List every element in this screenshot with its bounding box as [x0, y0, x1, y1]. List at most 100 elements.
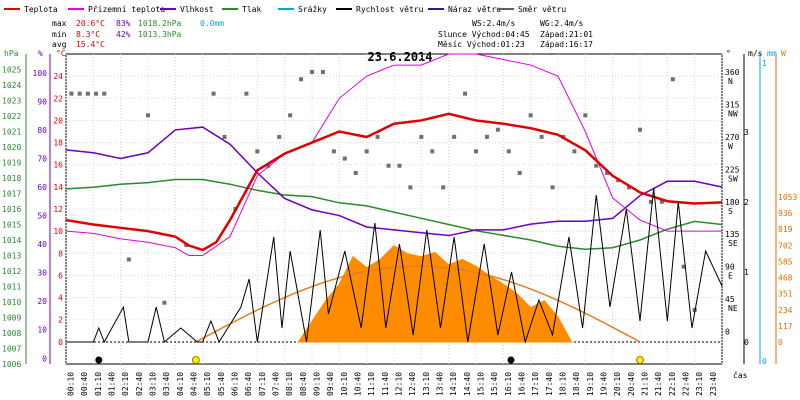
x-tick: 20:10: [613, 372, 622, 396]
x-tick: 20:40: [627, 372, 636, 396]
wind-direction-point: [463, 91, 468, 96]
y-tick-temp: 8: [58, 249, 63, 258]
y-tick-hpa: 1011: [2, 283, 21, 292]
y-tick-pct: 60: [37, 183, 47, 192]
y-tick-hpa: 1007: [2, 345, 21, 354]
wind-direction-point: [277, 134, 282, 139]
x-tick: 18:40: [572, 372, 581, 396]
y-tick-pct: 20: [37, 297, 47, 306]
y-tick-temp: 4: [58, 294, 63, 303]
y-tick-dir: 45: [725, 295, 735, 304]
y-tick-dir: 315: [725, 100, 740, 109]
y-tick-temp: 18: [53, 139, 63, 148]
y-tick-pct: 100: [33, 69, 48, 78]
legend-label: Teplota: [24, 5, 58, 14]
stats-max-rain: 0.0mm: [200, 19, 224, 28]
x-tick: 23:40: [709, 372, 718, 396]
y-tick-hpa: 1012: [2, 267, 21, 276]
y-tick-temp: 14: [53, 183, 63, 192]
x-tick: 07:10: [258, 372, 267, 396]
x-tick: 08:10: [285, 372, 294, 396]
stats-max-press: 1018.2hPa: [138, 19, 182, 28]
wind-direction-point: [474, 149, 478, 154]
x-tick: 11:10: [367, 372, 376, 396]
y-tick-temp: 24: [53, 72, 63, 81]
info-sunset: Západ:21:01: [540, 30, 593, 39]
x-tick: 18:10: [559, 372, 568, 396]
wind-direction-point: [484, 134, 489, 139]
legend-label: Náraz větru: [448, 5, 501, 14]
wind-direction-point: [211, 91, 216, 96]
y-tick-pct: 30: [37, 269, 47, 278]
y-tick-hpa: 1013: [2, 252, 21, 261]
y-tick-dir: 0: [725, 328, 730, 337]
x-tick: 05:10: [203, 372, 212, 396]
y-tick-pct: 80: [37, 126, 47, 135]
info-wg: WG:2.4m/s: [540, 19, 584, 28]
y-tick-mm: 0: [762, 357, 767, 366]
y-tick-ms: 2: [744, 198, 749, 207]
x-tick: 19:40: [600, 372, 609, 396]
y-tick-ms: 1: [744, 268, 749, 277]
x-tick: 10:10: [340, 372, 349, 396]
wind-direction-point: [397, 163, 402, 168]
x-tick: 21:10: [641, 372, 650, 396]
x-tick: 03:10: [149, 372, 158, 396]
y-tick-hpa: 1009: [2, 314, 21, 323]
x-tick: 17:40: [545, 372, 554, 396]
wind-speed-line: [66, 187, 723, 344]
x-tick: 00:40: [80, 372, 89, 396]
wind-direction-point: [94, 91, 99, 96]
unit-degc: °C: [56, 49, 66, 58]
stats-min-temp: 8.3°C: [76, 30, 100, 39]
sun-marker: [636, 356, 644, 364]
y-tick-pct: 40: [37, 240, 47, 249]
y-tick-dir: 225: [725, 165, 740, 174]
legend-label: Tlak: [242, 5, 261, 14]
y-tick-temp: 20: [53, 116, 63, 125]
x-tick: 16:40: [518, 372, 527, 396]
y-tick-wm2: 585: [778, 257, 793, 266]
legend-label: Rychlost větru: [356, 5, 424, 14]
pressure-line: [65, 178, 723, 251]
x-tick: 03:40: [162, 372, 171, 396]
y-tick-dir: 135: [725, 230, 740, 239]
y-tick-hpa: 1021: [2, 128, 21, 137]
x-tick: 02:10: [121, 372, 130, 396]
y-tick-temp: 22: [53, 94, 63, 103]
y-tick-dir: 360: [725, 68, 740, 77]
y-tick-temp: 16: [53, 161, 63, 170]
wind-direction-point: [146, 113, 150, 118]
x-tick: 23:10: [695, 372, 704, 396]
wind-direction-point: [222, 134, 227, 139]
wind-direction-point: [162, 300, 167, 305]
wind-direction-point: [299, 77, 304, 82]
wind-direction-point: [77, 91, 82, 96]
x-tick: 11:40: [381, 372, 390, 396]
stats-min-hum: 42%: [116, 30, 131, 39]
wind-direction-point: [342, 156, 347, 161]
plot-area: 0246810121416182022240102030405060708090…: [2, 53, 797, 396]
wind-direction-point: [517, 170, 522, 175]
wind-direction-point: [539, 134, 544, 139]
x-tick: 13:40: [436, 372, 445, 396]
wind-direction-point: [583, 113, 588, 118]
x-tick: 07:40: [272, 372, 281, 396]
x-tick: 15:40: [490, 372, 499, 396]
y-tick-temp: 0: [58, 338, 63, 347]
info-sun: Slunce Východ:04:45: [438, 30, 530, 39]
wind-direction-point: [506, 149, 511, 154]
y-tick-dir-name: W: [728, 142, 733, 151]
y-tick-dir-name: N: [728, 77, 733, 86]
x-tick: 13:10: [422, 372, 431, 396]
unit-wm2: W: [781, 49, 786, 58]
y-tick-dir: 270: [725, 133, 740, 142]
x-tick: 01:10: [94, 372, 103, 396]
y-tick-dir: 90: [725, 263, 735, 272]
unit-mm: mm: [767, 49, 777, 58]
x-tick: 16:10: [504, 372, 513, 396]
wind-direction-point: [288, 113, 293, 118]
y-tick-hpa: 1023: [2, 97, 21, 106]
x-tick: 22:10: [668, 372, 677, 396]
y-tick-pct: 50: [37, 212, 47, 221]
